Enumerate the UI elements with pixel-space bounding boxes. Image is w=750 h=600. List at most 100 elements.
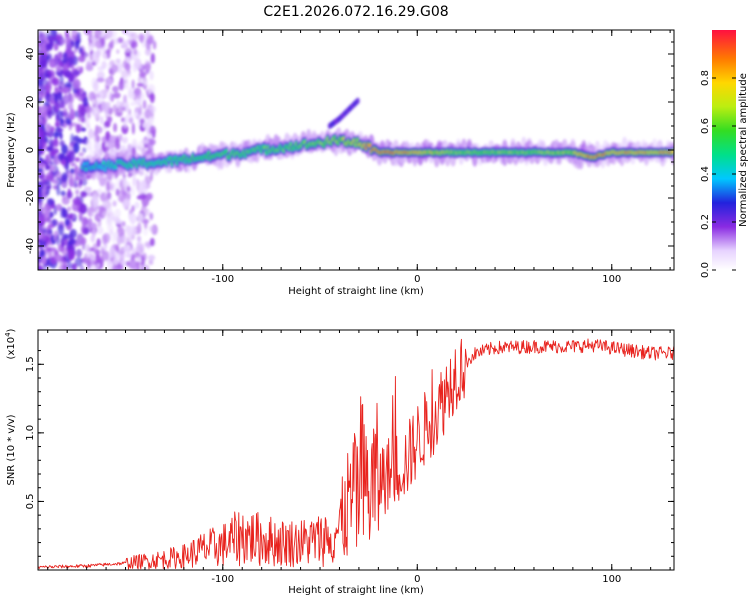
heatmap-speckle xyxy=(136,260,140,270)
heatmap-speckle xyxy=(113,38,119,45)
heatmap-speckle xyxy=(112,200,117,207)
heatmap-speckle xyxy=(74,157,81,162)
heatmap-speckle xyxy=(91,222,97,230)
heatmap-speckle xyxy=(147,36,153,45)
heatmap-speckle xyxy=(41,206,45,212)
heatmap-speckle xyxy=(39,58,47,68)
heatmap-speckle xyxy=(38,128,45,139)
heatmap-speckle xyxy=(74,257,83,267)
heatmap-speckle xyxy=(45,43,51,51)
heatmap-speckle xyxy=(63,37,71,45)
colorbar-tick-label: 0.4 xyxy=(700,166,711,182)
heatmap-speckle xyxy=(106,225,115,232)
heatmap-speckle xyxy=(44,210,50,218)
y-tick-label: -40 xyxy=(25,238,36,254)
heatmap-speckle xyxy=(52,179,59,185)
heatmap-speckle xyxy=(64,237,69,247)
heatmap-speckle xyxy=(100,116,104,125)
heatmap-speckle xyxy=(72,263,77,270)
heatmap-speckle xyxy=(54,95,58,102)
heatmap-speckle xyxy=(49,39,53,51)
heatmap-speckle xyxy=(115,188,120,197)
heatmap-speckle xyxy=(70,162,77,167)
heatmap-speckle xyxy=(133,111,138,117)
heatmap-speckle xyxy=(142,122,149,128)
heatmap-speckle xyxy=(42,118,47,124)
heatmap-speckle xyxy=(131,248,135,255)
snr-y-label: SNR (10 * v/v) xyxy=(6,414,17,485)
heatmap-speckle xyxy=(106,180,110,192)
heatmap-speckle xyxy=(46,80,53,86)
heatmap-speckle xyxy=(141,218,150,224)
heatmap-speckle xyxy=(96,188,103,194)
snr-scale-base: (x10 xyxy=(6,337,17,360)
heatmap-speckle xyxy=(94,30,102,39)
heatmap-speckle xyxy=(70,34,79,42)
heatmap-speckle xyxy=(138,33,145,42)
heatmap-speckle xyxy=(130,32,138,41)
heatmap-speckle xyxy=(149,70,154,81)
heatmap-speckle xyxy=(97,71,105,80)
heatmap-speckle xyxy=(126,186,131,192)
heatmap-speckle xyxy=(79,264,85,270)
snr-series-line xyxy=(38,338,674,570)
heatmap-speckle xyxy=(97,226,104,235)
heatmap-speckle xyxy=(95,258,104,269)
heatmap-speckle xyxy=(114,112,123,117)
heatmap-speckle xyxy=(38,197,41,204)
heatmap-speckle xyxy=(148,259,154,265)
heatmap-speckle xyxy=(67,102,74,110)
heatmap-speckle xyxy=(106,116,113,123)
y-tick-label: 0 xyxy=(25,147,36,153)
y-tick-label: 1.0 xyxy=(25,425,36,441)
heatmap-speckle xyxy=(134,201,140,209)
heatmap-speckle xyxy=(38,181,43,193)
heatmap-speckle xyxy=(59,259,66,268)
heatmap-speckle xyxy=(40,174,49,183)
heatmap-speckle xyxy=(87,91,95,102)
heatmap-ridge-core xyxy=(671,150,674,154)
heatmap-speckle xyxy=(54,86,58,93)
heatmap-speckle xyxy=(139,118,145,125)
heatmap-speckle xyxy=(80,190,88,198)
snr-scale-annotation: (x104) xyxy=(4,328,17,359)
snr-frame xyxy=(37,329,675,571)
heatmap-speckle xyxy=(73,200,82,206)
heatmap-speckle xyxy=(65,117,72,125)
heatmap-speckle xyxy=(74,39,80,50)
heatmap-speckle xyxy=(76,87,85,97)
heatmap-speckle xyxy=(131,205,135,212)
heatmap-speckle xyxy=(85,64,94,72)
heatmap-speckle xyxy=(87,217,93,229)
x-tick-label: 100 xyxy=(602,274,621,285)
heatmap-speckle xyxy=(38,114,42,124)
heatmap-speckle xyxy=(60,122,68,128)
heatmap-speckle xyxy=(39,72,46,81)
heatmap-speckle xyxy=(106,48,111,59)
x-tick-label: -100 xyxy=(211,574,234,585)
heatmap-speckle xyxy=(95,135,101,143)
heatmap-speckle xyxy=(40,213,45,224)
heatmap-speckle xyxy=(120,79,128,84)
heatmap-speckle xyxy=(128,117,134,124)
heatmap-speckle xyxy=(38,202,43,208)
svg-text:(x104): (x104) xyxy=(4,328,17,359)
heatmap-speckle xyxy=(123,94,127,104)
heatmap-speckle xyxy=(111,64,119,73)
heatmap-speckle xyxy=(45,54,50,61)
heatmap-speckle xyxy=(138,141,144,150)
heatmap-speckle xyxy=(122,198,131,209)
heatmap-speckle xyxy=(38,191,42,200)
heatmap-speckle xyxy=(69,213,74,220)
heatmap-speckle xyxy=(94,107,101,119)
heatmap-speckle xyxy=(148,138,156,146)
heatmap-speckle xyxy=(74,242,81,247)
heatmap-speckle xyxy=(80,49,86,58)
heatmap-speckle xyxy=(101,60,107,70)
heatmap-speckle xyxy=(134,87,142,100)
heatmap-speckle xyxy=(144,48,152,56)
heatmap-speckle xyxy=(61,144,68,155)
heatmap-speckle xyxy=(142,99,147,110)
x-tick-label: 0 xyxy=(414,274,420,285)
heatmap-speckle xyxy=(136,179,140,191)
